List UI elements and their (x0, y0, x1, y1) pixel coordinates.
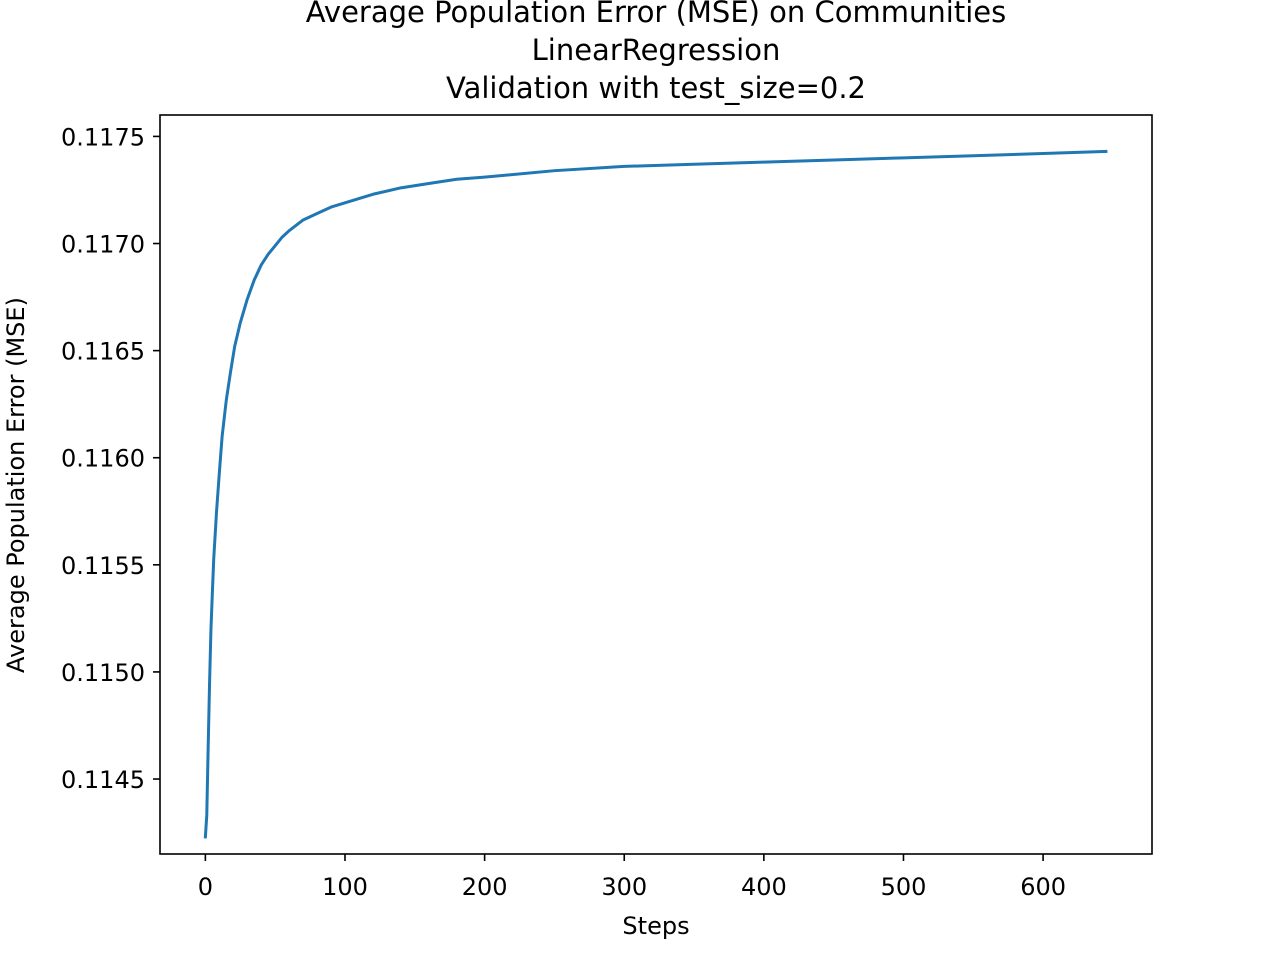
y-axis: 0.1145 0.1150 0.1155 0.1160 0.1165 0.1170 0.11… (61, 123, 160, 794)
axes-frame (160, 115, 1152, 854)
series-line-0 (205, 151, 1106, 836)
y-tick-label: 0.1150 (61, 659, 145, 687)
x-tick-label: 100 (322, 873, 368, 901)
chart-title-line-2: LinearRegression (532, 33, 781, 67)
x-tick-label: 400 (741, 873, 787, 901)
y-tick-label: 0.1170 (61, 231, 145, 259)
y-tick-label: 0.1155 (61, 552, 145, 580)
y-tick-label: 0.1175 (61, 123, 145, 151)
y-tick-label: 0.1145 (61, 766, 145, 794)
x-tick-label: 600 (1020, 873, 1066, 901)
chart-title-line-3: Validation with test_size=0.2 (446, 71, 866, 105)
chart-title: Average Population Error (MSE) on Commun… (306, 0, 1006, 105)
y-tick-label: 0.1160 (61, 445, 145, 473)
y-tick-label: 0.1165 (61, 338, 145, 366)
x-axis-label: Steps (622, 912, 689, 940)
chart-title-line-1: Average Population Error (MSE) on Commun… (306, 0, 1006, 29)
x-tick-label: 500 (881, 873, 927, 901)
x-tick-label: 300 (601, 873, 647, 901)
series-layer (205, 151, 1106, 836)
x-tick-label: 200 (462, 873, 508, 901)
x-axis: 0 100 200 300 400 500 600 (198, 854, 1066, 901)
x-tick-label: 0 (198, 873, 213, 901)
y-axis-label: Average Population Error (MSE) (2, 297, 30, 673)
